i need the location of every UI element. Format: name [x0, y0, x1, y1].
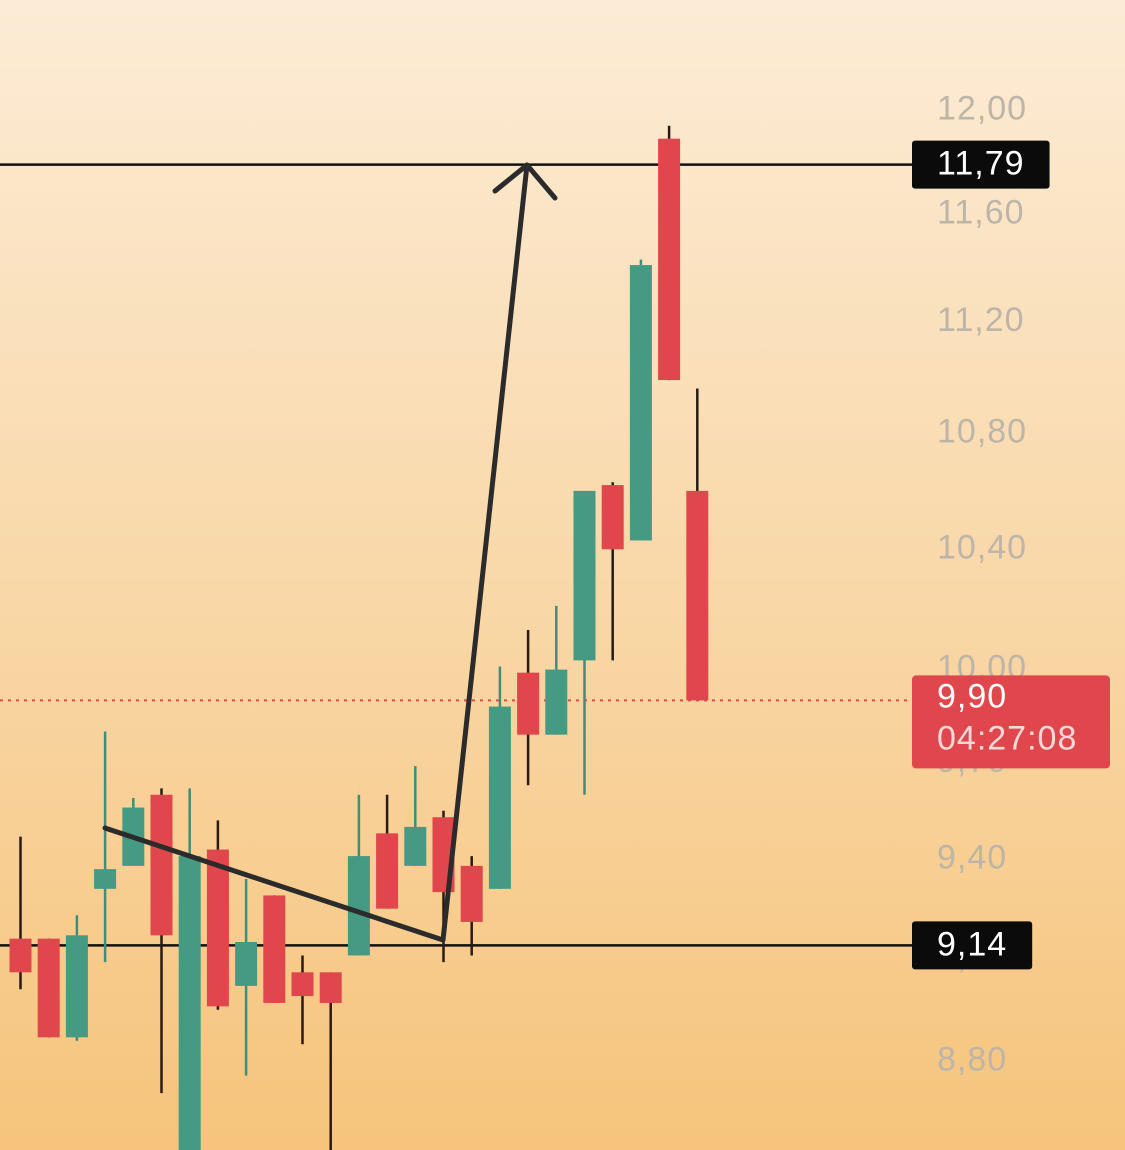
- candle-body: [37, 938, 60, 1038]
- trend-drawing: [102, 162, 558, 943]
- arrow-head: [492, 162, 558, 201]
- candle-body: [488, 706, 511, 889]
- candle-body: [686, 490, 709, 701]
- y-tick-label: 12,00: [937, 89, 1027, 127]
- candle-body: [94, 869, 117, 889]
- y-tick-label: 10,80: [937, 413, 1027, 451]
- drawn-arrow: [102, 162, 530, 943]
- y-tick-label: 11,20: [937, 301, 1025, 339]
- candle-body: [573, 490, 596, 661]
- candle-body: [545, 669, 568, 735]
- candle-body: [658, 138, 681, 381]
- candle-body: [347, 856, 370, 956]
- y-tick-label: 11,60: [937, 193, 1025, 231]
- y-tick-label: 9,40: [937, 838, 1007, 876]
- candle-body: [235, 942, 258, 986]
- price-box: [912, 675, 1110, 769]
- y-tick-label: 10,40: [937, 528, 1027, 566]
- candle-body: [517, 672, 540, 735]
- candle-body: [65, 935, 88, 1038]
- price-countdown: 04:27:08: [937, 719, 1077, 757]
- level-label: 11,79: [937, 145, 1025, 183]
- level-label: 9,14: [937, 925, 1007, 963]
- candle-body: [629, 265, 652, 541]
- candle-body: [263, 895, 286, 1003]
- candle-body: [460, 865, 483, 922]
- y-tick-label: 8,80: [937, 1041, 1007, 1079]
- price-label: 9,90: [937, 677, 1007, 715]
- candle-body: [206, 849, 229, 1007]
- level-box: [912, 921, 1033, 970]
- candle-body: [404, 826, 427, 866]
- candle-body: [319, 972, 342, 1003]
- candle-body: [178, 856, 201, 1150]
- candle-body: [150, 794, 173, 936]
- candle-body: [601, 485, 624, 550]
- level-box: [912, 140, 1050, 189]
- candle-body: [376, 833, 399, 909]
- candle-body: [9, 938, 32, 973]
- candle-body: [291, 972, 314, 997]
